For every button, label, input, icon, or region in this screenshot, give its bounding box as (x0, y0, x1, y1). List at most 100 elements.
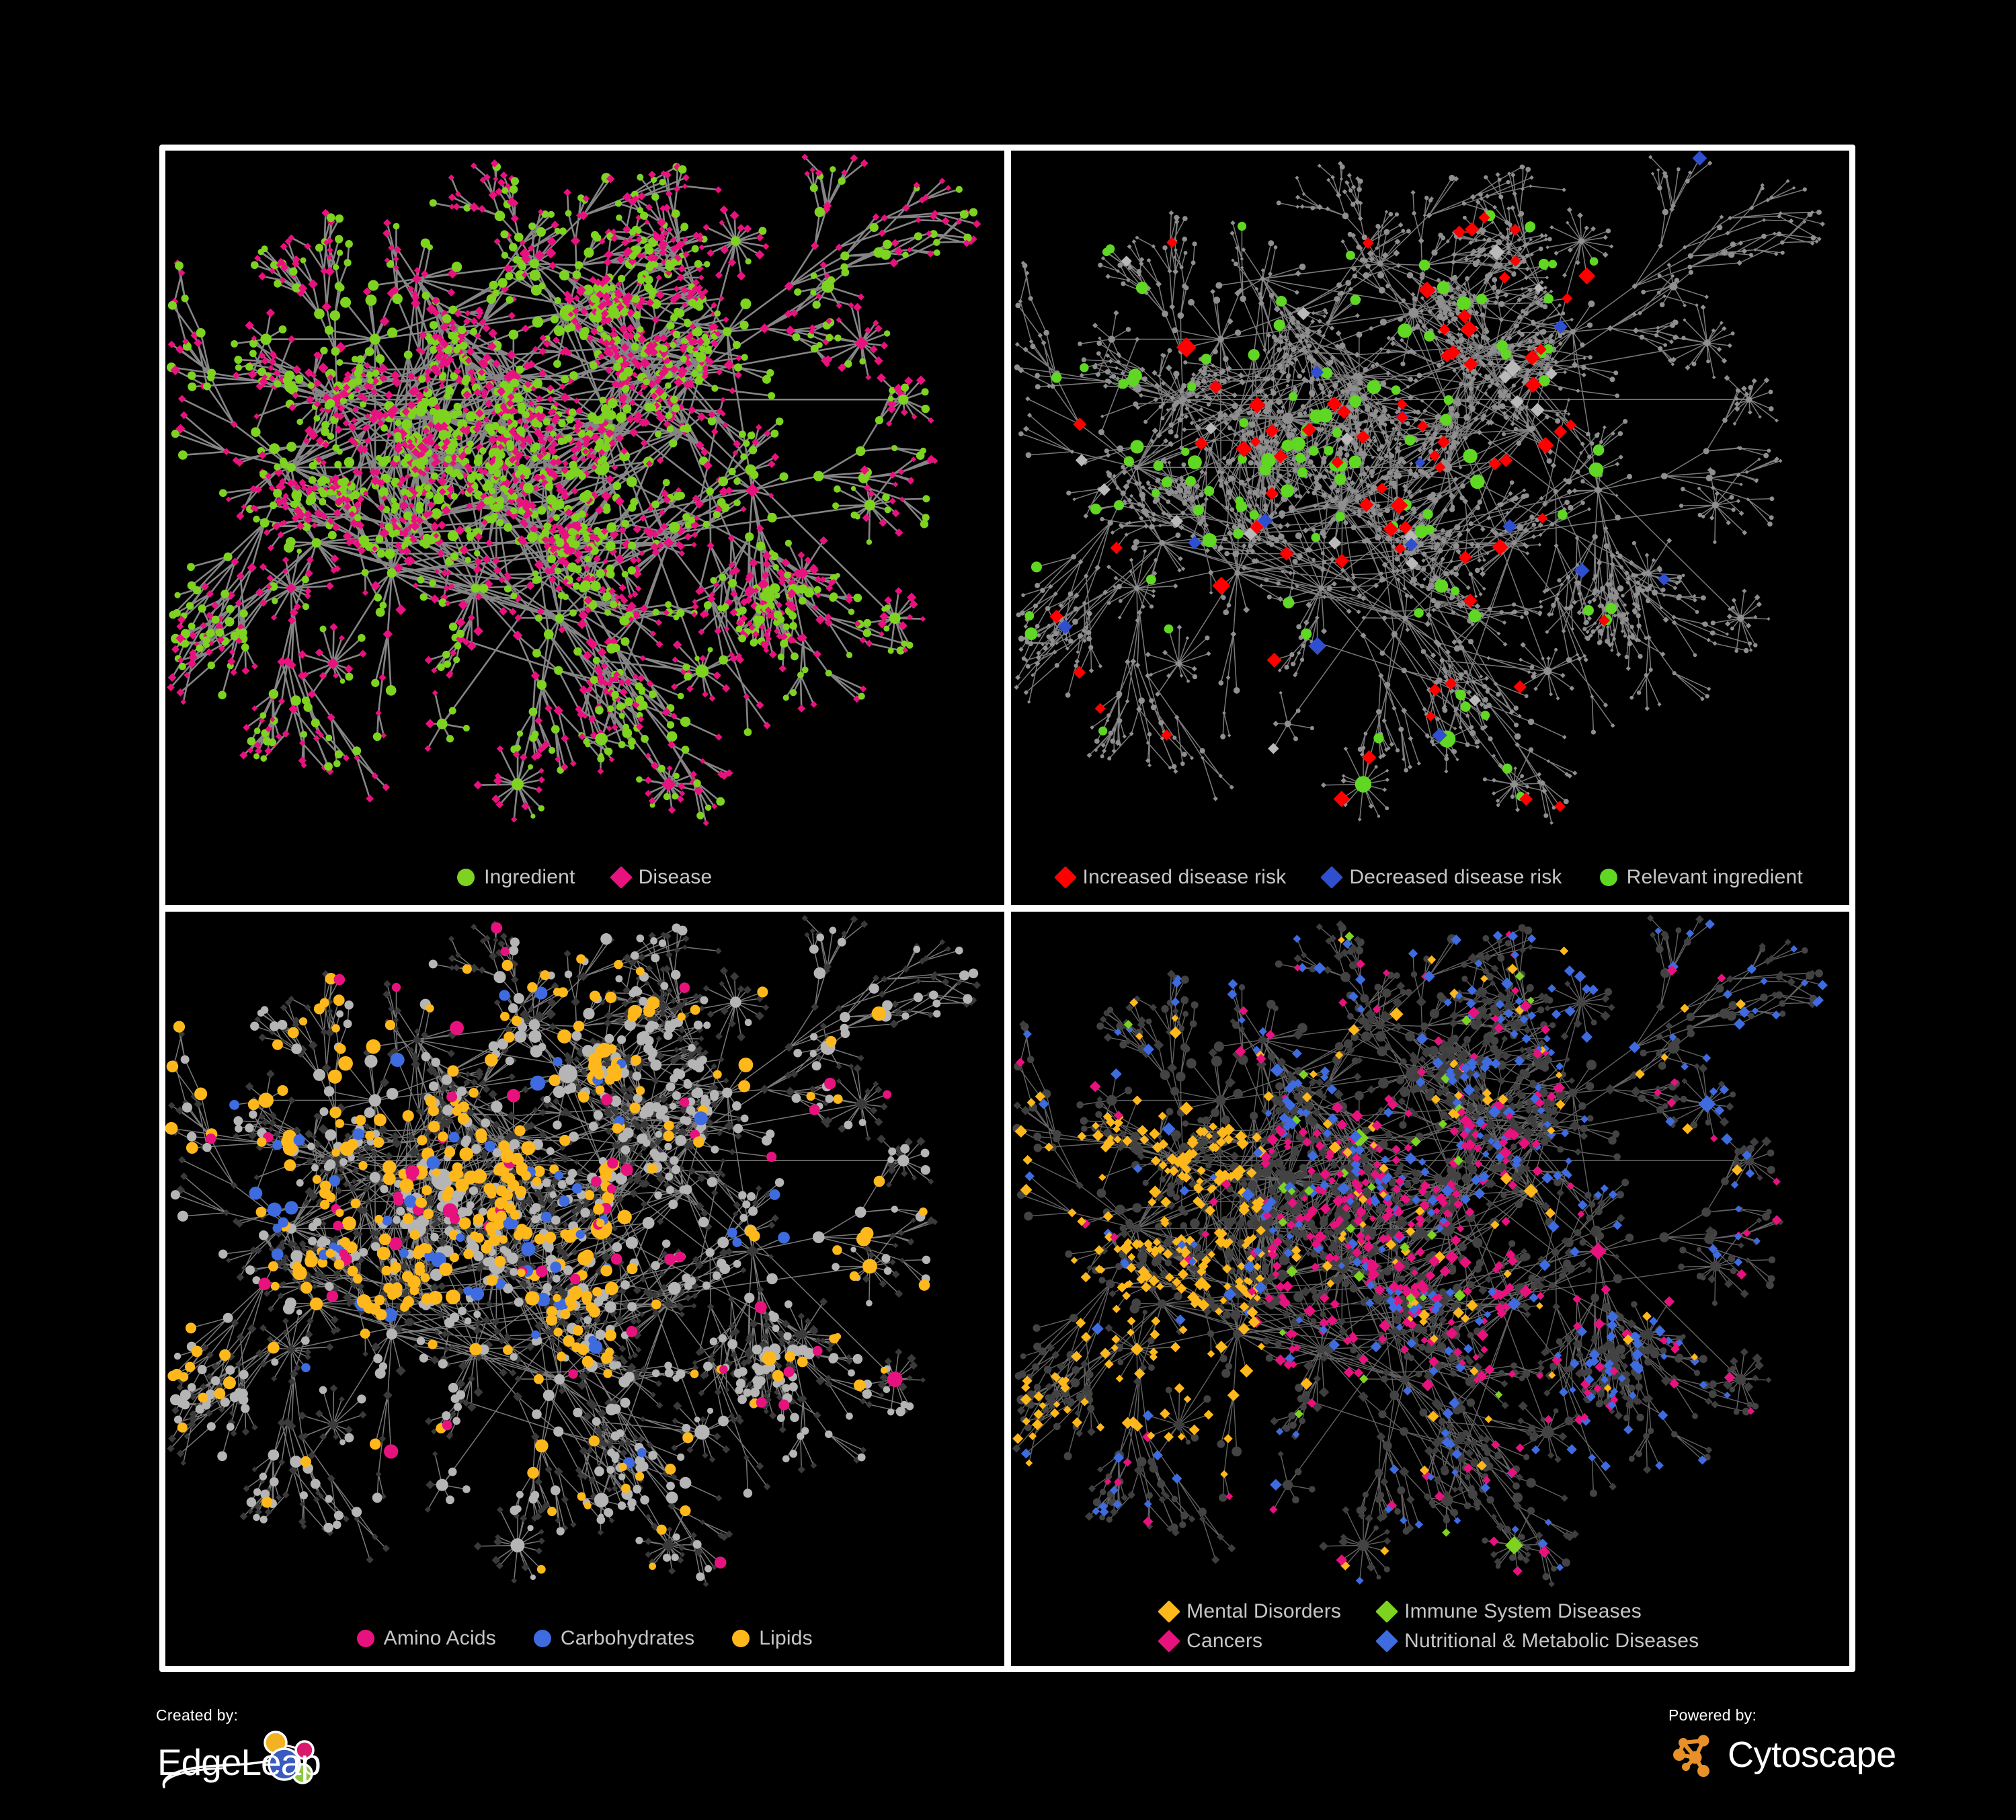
ingredient-node[interactable] (1430, 249, 1438, 256)
ingredient-node[interactable] (602, 592, 612, 601)
ingredient-node[interactable] (1104, 369, 1111, 374)
ingredient-node[interactable] (1463, 670, 1468, 675)
disease-node[interactable] (475, 593, 483, 601)
ingredient-node[interactable] (797, 672, 804, 678)
ingredient-node[interactable] (1415, 409, 1420, 415)
disease-node[interactable] (778, 664, 787, 673)
disease-node[interactable] (223, 448, 231, 456)
ingredient-node[interactable] (234, 356, 243, 364)
ingredient-node[interactable] (604, 748, 613, 756)
ingredient-node[interactable] (180, 629, 190, 639)
ingredient-node[interactable] (457, 325, 467, 335)
disease-node[interactable] (600, 662, 608, 670)
ingredient-node[interactable] (296, 418, 304, 426)
ingredient-node[interactable] (670, 342, 676, 349)
ingredient-node[interactable] (921, 404, 930, 413)
disease-node[interactable] (635, 586, 642, 592)
disease-node[interactable] (326, 254, 333, 260)
ingredient-node[interactable] (557, 437, 565, 445)
disease-node[interactable] (688, 405, 696, 414)
disease-node[interactable] (493, 566, 502, 575)
disease-node[interactable] (1172, 768, 1178, 774)
disease-node[interactable] (535, 786, 543, 793)
disease-node[interactable] (1422, 213, 1426, 217)
ingredient-node[interactable] (707, 416, 717, 426)
ingredient-node[interactable] (1378, 456, 1383, 461)
ingredient-node[interactable] (1211, 348, 1218, 355)
ingredient-node[interactable] (1115, 690, 1122, 697)
ingredient-node[interactable] (530, 446, 536, 453)
ingredient-node[interactable] (850, 511, 858, 519)
ingredient-node[interactable] (619, 450, 631, 462)
ingredient-node[interactable] (1234, 569, 1240, 576)
disease-node[interactable] (282, 729, 290, 738)
disease-node[interactable] (698, 274, 704, 281)
ingredient-node[interactable] (577, 430, 586, 438)
ingredient-node[interactable] (559, 227, 567, 235)
disease-node[interactable] (1229, 231, 1235, 236)
ingredient-node[interactable] (1484, 277, 1489, 282)
disease-node[interactable] (1478, 592, 1483, 596)
ingredient-node[interactable] (387, 327, 398, 338)
disease-node[interactable] (578, 610, 588, 621)
ingredient-node[interactable] (780, 639, 789, 648)
ingredient-node[interactable] (1276, 347, 1282, 352)
panel-disease-risk-network[interactable]: Increased disease risk Decreased disease… (1010, 151, 1849, 905)
ingredient-node[interactable] (431, 508, 442, 519)
disease-node[interactable] (278, 697, 286, 705)
ingredient-node[interactable] (369, 333, 380, 345)
ingredient-node[interactable] (1234, 551, 1240, 555)
disease-node[interactable] (672, 656, 678, 664)
ingredient-node[interactable] (421, 540, 430, 549)
disease-node[interactable] (241, 666, 250, 675)
ingredient-node[interactable] (253, 515, 260, 523)
ingredient-node[interactable] (288, 382, 296, 390)
disease-node[interactable] (1181, 427, 1187, 432)
ingredient-node[interactable] (1350, 586, 1356, 592)
ingredient-node[interactable] (1279, 409, 1284, 413)
disease-node[interactable] (850, 154, 858, 163)
disease-node[interactable] (576, 285, 586, 295)
ingredient-node[interactable] (450, 410, 459, 420)
ingredient-node[interactable] (1400, 361, 1406, 366)
disease-node[interactable] (251, 662, 258, 670)
ingredient-node[interactable] (250, 261, 259, 270)
ingredient-node[interactable] (1035, 384, 1041, 390)
disease-node[interactable] (354, 754, 360, 761)
ingredient-node[interactable] (512, 255, 521, 264)
ingredient-node[interactable] (1174, 434, 1178, 439)
disease-node[interactable] (755, 249, 765, 260)
ingredient-node[interactable] (1028, 296, 1033, 301)
ingredient-node[interactable] (1448, 174, 1455, 182)
ingredient-node[interactable] (352, 746, 362, 756)
ingredient-node[interactable] (1283, 664, 1289, 670)
ingredient-node[interactable] (766, 368, 774, 377)
ingredient-node[interactable] (801, 666, 809, 674)
ingredient-node[interactable] (492, 289, 500, 297)
disease-node[interactable] (268, 364, 274, 371)
ingredient-node[interactable] (1222, 609, 1229, 615)
disease-node[interactable] (1173, 247, 1178, 252)
disease-node[interactable] (1484, 193, 1490, 199)
disease-node[interactable] (618, 593, 625, 600)
disease-node[interactable] (357, 546, 366, 555)
ingredient-node[interactable] (534, 576, 542, 584)
ingredient-node[interactable] (666, 721, 675, 729)
ingredient-node[interactable] (701, 333, 709, 340)
ingredient-node[interactable] (844, 360, 852, 368)
disease-node[interactable] (630, 556, 638, 564)
disease-node[interactable] (368, 414, 378, 424)
disease-node[interactable] (473, 626, 484, 637)
disease-node[interactable] (692, 603, 699, 610)
ingredient-node[interactable] (672, 793, 679, 800)
ingredient-node[interactable] (453, 402, 462, 411)
ingredient-node[interactable] (514, 233, 524, 242)
ingredient-node[interactable] (235, 364, 242, 371)
ingredient-node[interactable] (198, 604, 206, 613)
ingredient-node[interactable] (1180, 761, 1185, 766)
disease-node[interactable] (666, 226, 673, 233)
ingredient-node[interactable] (371, 678, 380, 687)
ingredient-node[interactable] (1215, 282, 1222, 289)
ingredient-node[interactable] (633, 311, 641, 319)
ingredient-node[interactable] (716, 797, 725, 806)
